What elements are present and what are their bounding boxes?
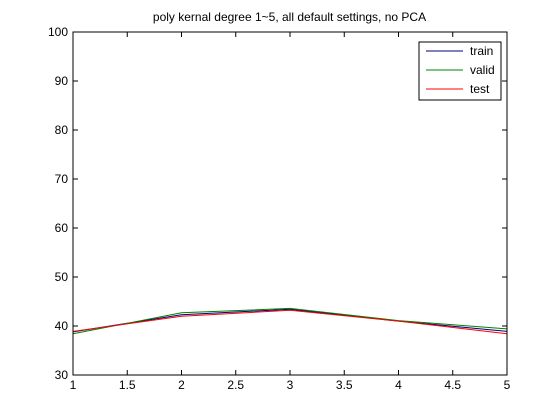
x-tick-label: 3 xyxy=(287,378,294,392)
y-tick-label: 40 xyxy=(55,319,69,333)
series-line-valid xyxy=(72,307,508,335)
x-tick-label: 1.5 xyxy=(119,378,136,392)
series-layer xyxy=(72,307,508,335)
y-tick-label: 60 xyxy=(55,221,69,235)
y-tick-label: 50 xyxy=(55,270,69,284)
legend-label-train: train xyxy=(470,44,493,58)
x-tick-label: 4.5 xyxy=(444,378,461,392)
x-tick-label: 2 xyxy=(178,378,185,392)
y-tick-label: 90 xyxy=(55,74,69,88)
y-tick-label: 30 xyxy=(55,368,69,382)
x-tick-label: 2.5 xyxy=(227,378,244,392)
x-tick-label: 3.5 xyxy=(336,378,353,392)
y-tick-label: 80 xyxy=(55,123,69,137)
legend: train valid test xyxy=(418,41,502,101)
series-line-train xyxy=(72,308,508,333)
x-tick-label: 4 xyxy=(395,378,402,392)
chart-title: poly kernal degree 1~5, all default sett… xyxy=(153,10,426,24)
legend-label-valid: valid xyxy=(470,63,495,77)
x-tick-label: 1 xyxy=(70,378,77,392)
series-line-test xyxy=(72,309,508,335)
legend-box xyxy=(418,41,502,101)
y-tick-label: 70 xyxy=(55,172,69,186)
y-tick-label: 100 xyxy=(48,25,68,39)
x-tick-label: 5 xyxy=(504,378,511,392)
axes-layer: 1 1.5 2 2.5 3 3.5 4 4.5 5 30 40 50 60 70 80 90 100 xyxy=(48,25,511,392)
legend-label-test: test xyxy=(470,82,490,96)
